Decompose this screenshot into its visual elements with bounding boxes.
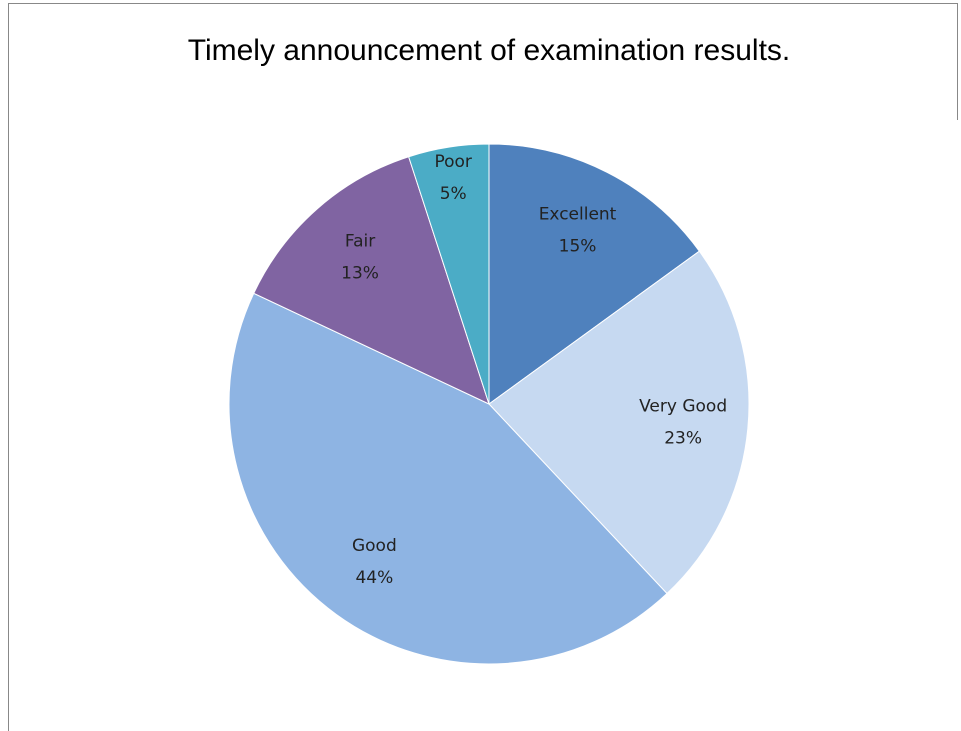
pie-slice [228, 292, 668, 665]
slice-value-label: 15% [559, 236, 597, 256]
slice-category-label: Very Good [639, 396, 727, 416]
chart-title: Timely announcement of examination resul… [188, 34, 791, 67]
slice-category-label: Poor [434, 152, 471, 172]
slice-value-label: 44% [355, 568, 393, 588]
slice-category-label: Good [352, 536, 397, 556]
slice-category-label: Excellent [539, 204, 617, 224]
slice-category-label: Fair [345, 232, 375, 252]
chart-border [8, 3, 958, 731]
pie-slice [253, 156, 490, 405]
slice-value-label: 23% [664, 428, 702, 448]
slice-value-label: 5% [440, 184, 467, 204]
pie-slice [488, 250, 750, 595]
pie-slice [488, 143, 701, 405]
slice-value-label: 13% [341, 264, 379, 284]
pie-slice [408, 143, 490, 405]
